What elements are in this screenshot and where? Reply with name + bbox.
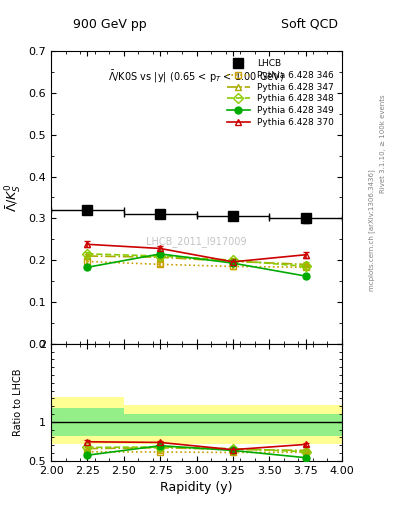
Text: Soft QCD: Soft QCD [281,18,338,31]
Legend: LHCB, Pythia 6.428 346, Pythia 6.428 347, Pythia 6.428 348, Pythia 6.428 349, Py: LHCB, Pythia 6.428 346, Pythia 6.428 347… [224,56,338,131]
Text: mcplots.cern.ch [arXiv:1306.3436]: mcplots.cern.ch [arXiv:1306.3436] [368,169,375,291]
Y-axis label: $\bar{\Lambda}/K^0_S$: $\bar{\Lambda}/K^0_S$ [3,183,23,212]
Text: Rivet 3.1.10, ≥ 100k events: Rivet 3.1.10, ≥ 100k events [380,94,386,193]
Text: LHCB_2011_I917009: LHCB_2011_I917009 [146,236,247,247]
Text: 900 GeV pp: 900 GeV pp [73,18,147,31]
Y-axis label: Ratio to LHCB: Ratio to LHCB [13,369,23,436]
Text: $\bar{\Lambda}$/K0S vs |y| (0.65 < p$_T$ < 1.00 GeV): $\bar{\Lambda}$/K0S vs |y| (0.65 < p$_T$… [108,69,285,85]
X-axis label: Rapidity (y): Rapidity (y) [160,481,233,494]
